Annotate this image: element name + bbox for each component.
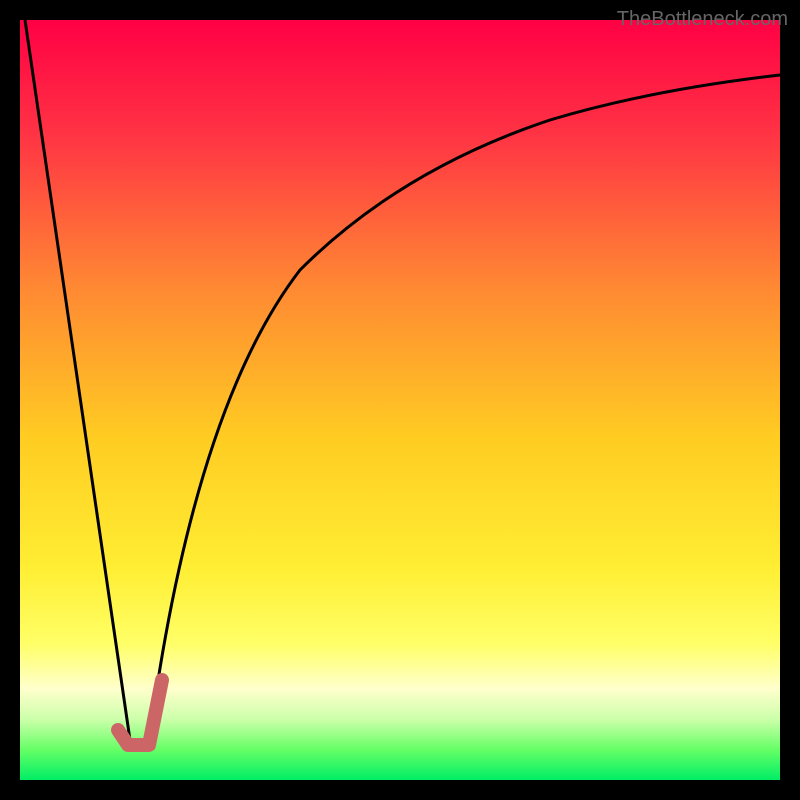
chart-container: TheBottleneck.com <box>0 0 800 800</box>
watermark-text: TheBottleneck.com <box>617 8 788 31</box>
chart-svg <box>0 0 800 800</box>
plot-background <box>20 20 780 780</box>
